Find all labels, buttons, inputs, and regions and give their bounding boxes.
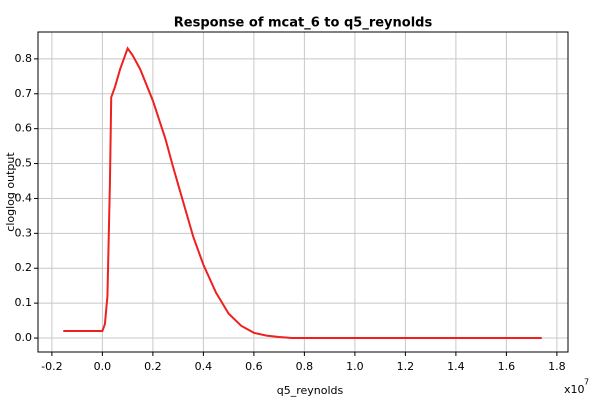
y-tick-label: 0.5 bbox=[15, 157, 33, 170]
y-tick-label: 0.0 bbox=[15, 331, 33, 344]
x-tick-label: 1.6 bbox=[498, 360, 516, 373]
x-multiplier-exponent: 7 bbox=[584, 378, 589, 387]
x-tick-label: -0.2 bbox=[41, 360, 62, 373]
x-tick-label: 1.0 bbox=[346, 360, 364, 373]
x-tick-label: 0.0 bbox=[94, 360, 112, 373]
y-tick-label: 0.4 bbox=[15, 191, 33, 204]
x-axis-label: q5_reynolds bbox=[277, 384, 344, 397]
y-tick-label: 0.2 bbox=[15, 261, 33, 274]
x-tick-label: 0.2 bbox=[144, 360, 162, 373]
y-tick-label: 0.3 bbox=[15, 226, 33, 239]
x-tick-label: 1.8 bbox=[548, 360, 566, 373]
x-tick-label: 0.8 bbox=[296, 360, 314, 373]
x-tick-label: 0.4 bbox=[195, 360, 213, 373]
y-tick-label: 0.8 bbox=[15, 52, 33, 65]
y-axis-label: cloglog output bbox=[4, 152, 17, 232]
y-tick-label: 0.6 bbox=[15, 122, 33, 135]
y-tick-label: 0.1 bbox=[15, 296, 33, 309]
data-line bbox=[63, 46, 542, 340]
y-tick-label: 0.7 bbox=[15, 87, 33, 100]
x-tick-label: 1.2 bbox=[397, 360, 415, 373]
x-tick-label: 1.4 bbox=[447, 360, 465, 373]
chart-title: Response of mcat_6 to q5_reynolds bbox=[174, 16, 433, 31]
plot-frame bbox=[37, 31, 569, 353]
x-multiplier: x10 bbox=[564, 383, 585, 396]
x-tick-label: 0.6 bbox=[245, 360, 263, 373]
